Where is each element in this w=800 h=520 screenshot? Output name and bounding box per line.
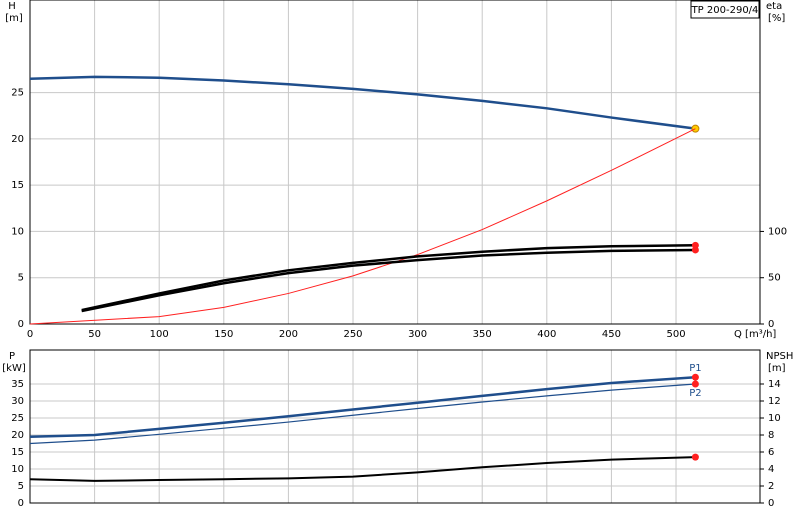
y2-tick-label: 100 <box>768 226 787 237</box>
y-tick-label: 25 <box>11 88 24 99</box>
series-line <box>29 75 696 130</box>
end-point <box>691 373 699 381</box>
y-tick-label: 20 <box>11 134 24 145</box>
y2-tick-label: 12 <box>768 396 781 407</box>
y-tick-label: 30 <box>11 396 24 407</box>
plot-frame <box>29 0 761 325</box>
x-tick-label: 300 <box>408 329 427 340</box>
y2-tick-label: 10 <box>768 413 781 424</box>
y-axis-label: H <box>8 1 16 12</box>
end-point <box>691 453 699 461</box>
y2-tick-label: 6 <box>768 447 774 458</box>
y2-tick-label: 8 <box>768 430 774 441</box>
series-line <box>29 128 696 325</box>
y2-axis-unit: [%] <box>768 13 785 24</box>
y-tick-label: 15 <box>11 180 24 191</box>
x-axis-label: Q [m³/h] <box>734 329 776 340</box>
y2-axis-label: eta <box>766 1 782 12</box>
y-axis-unit: [m] <box>5 13 23 24</box>
y2-axis-unit: [m] <box>768 363 786 374</box>
y-tick-label: 20 <box>11 430 24 441</box>
y-tick-label: 0 <box>18 319 24 330</box>
x-tick-label: 150 <box>214 329 233 340</box>
x-tick-label: 100 <box>150 329 169 340</box>
y-axis-unit: [kW] <box>2 363 26 374</box>
y-tick-label: 0 <box>18 498 24 509</box>
x-tick-label: 500 <box>666 329 685 340</box>
series-line <box>29 383 696 445</box>
x-tick-label: 450 <box>602 329 621 340</box>
y-tick-label: 5 <box>18 273 24 284</box>
x-tick-label: 350 <box>473 329 492 340</box>
y2-tick-label: 0 <box>768 319 774 330</box>
y2-tick-label: 14 <box>768 379 781 390</box>
x-tick-label: 250 <box>343 329 362 340</box>
y-tick-label: 10 <box>11 226 24 237</box>
title-box <box>690 0 760 19</box>
y2-tick-label: 50 <box>768 273 781 284</box>
x-tick-label: 50 <box>88 329 101 340</box>
y2-tick-label: 4 <box>768 464 774 475</box>
y2-tick-label: 0 <box>768 498 774 509</box>
y-tick-label: 10 <box>11 464 24 475</box>
series-label: P2 <box>689 388 701 399</box>
plot-frame <box>29 349 761 504</box>
y-tick-label: 5 <box>18 481 24 492</box>
chart-title: TP 200-290/4 <box>691 5 759 16</box>
y2-axis-label: NPSH <box>766 351 793 362</box>
end-point <box>691 246 699 254</box>
series-line <box>81 244 696 312</box>
y-axis-label: P <box>9 351 15 362</box>
end-point <box>691 380 699 388</box>
series-line <box>29 456 696 482</box>
series-line <box>81 248 696 313</box>
x-tick-label: 200 <box>279 329 298 340</box>
y-tick-label: 15 <box>11 447 24 458</box>
series-line <box>29 375 696 438</box>
y-tick-label: 25 <box>11 413 24 424</box>
x-tick-label: 400 <box>537 329 556 340</box>
series-label: P1 <box>689 363 701 374</box>
x-tick-label: 0 <box>27 329 33 340</box>
y2-tick-label: 2 <box>768 481 774 492</box>
y-tick-label: 35 <box>11 379 24 390</box>
